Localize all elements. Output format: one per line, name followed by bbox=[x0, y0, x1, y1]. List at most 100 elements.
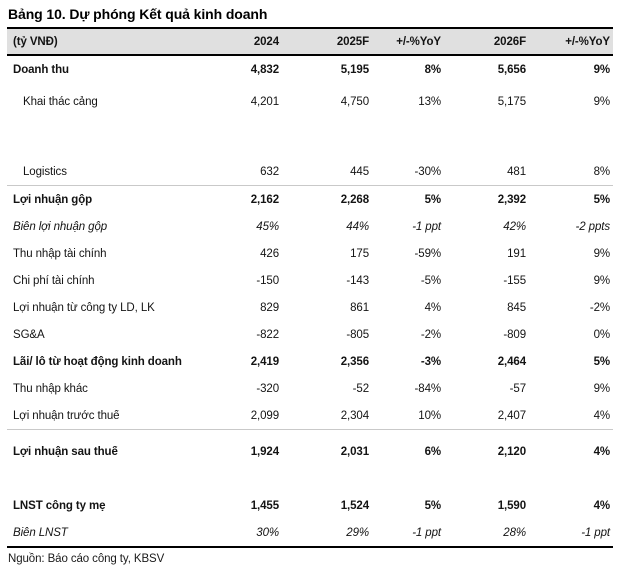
column-header-2024: 2024 bbox=[253, 35, 279, 48]
cell-2025f: 44% bbox=[346, 220, 369, 233]
column-header-yoy-2025: +/-%YoY bbox=[396, 35, 441, 48]
table-row: LNST công ty mẹ 1,455 1,524 5% 1,590 4% bbox=[7, 492, 613, 519]
cell-2026f: 2,120 bbox=[497, 445, 526, 458]
table-row: Chi phí tài chính -150 -143 -5% -155 9% bbox=[7, 267, 613, 294]
table-row: Lợi nhuận trước thuế 2,099 2,304 10% 2,4… bbox=[7, 402, 613, 430]
table-row: Biên lợi nhuận gộp 45% 44% -1 ppt 42% -2… bbox=[7, 213, 613, 240]
cell-yoy-2025: 5% bbox=[424, 193, 442, 206]
cell-2024: 1,455 bbox=[250, 499, 279, 512]
cell-2025f: 445 bbox=[350, 165, 369, 178]
cell-yoy-2026: 4% bbox=[593, 409, 611, 422]
cell-2024: 45% bbox=[256, 220, 279, 233]
cell-yoy-2026: 9% bbox=[593, 247, 611, 260]
column-header-unit: (tỷ VNĐ) bbox=[13, 35, 58, 48]
cell-2024: 2,419 bbox=[250, 355, 279, 368]
column-header-2026f: 2026F bbox=[493, 35, 526, 48]
cell-2025f: 175 bbox=[350, 247, 369, 260]
row-label: Chi phí tài chính bbox=[13, 274, 95, 287]
cell-yoy-2026: 9% bbox=[593, 63, 611, 76]
cell-yoy-2025: 5% bbox=[424, 499, 442, 512]
table-row: Thu nhập khác -320 -52 -84% -57 9% bbox=[7, 375, 613, 402]
row-label: Lợi nhuận sau thuế bbox=[13, 445, 118, 458]
cell-2025f: 2,356 bbox=[340, 355, 369, 368]
cell-2025f: 4,750 bbox=[340, 95, 369, 108]
table-title: Bảng 10. Dự phóng Kết quả kinh doanh bbox=[8, 6, 268, 22]
table-row: Lợi nhuận từ công ty LD, LK 829 861 4% 8… bbox=[7, 294, 613, 321]
row-label: Lợi nhuận từ công ty LD, LK bbox=[13, 301, 155, 314]
cell-yoy-2026: 9% bbox=[593, 382, 611, 395]
table-row: Lãi/ lỗ từ hoạt động kinh doanh 2,419 2,… bbox=[7, 348, 613, 375]
cell-2026f: 2,392 bbox=[497, 193, 526, 206]
cell-yoy-2026: 4% bbox=[593, 445, 611, 458]
cell-2025f: -805 bbox=[346, 328, 369, 341]
cell-yoy-2026: -2% bbox=[589, 301, 610, 314]
cell-2026f: -155 bbox=[503, 274, 526, 287]
cell-2024: -150 bbox=[256, 274, 279, 287]
cell-yoy-2026: 9% bbox=[593, 95, 611, 108]
table-row: Thu nhập tài chính 426 175 -59% 191 9% bbox=[7, 240, 613, 267]
cell-2026f: -57 bbox=[509, 382, 526, 395]
cell-2024: 632 bbox=[260, 165, 279, 178]
cell-yoy-2025: 4% bbox=[424, 301, 442, 314]
row-label: Doanh thu bbox=[13, 63, 69, 76]
cell-2024: 829 bbox=[260, 301, 279, 314]
cell-yoy-2026: -1 ppt bbox=[581, 526, 610, 539]
cell-2026f: 42% bbox=[503, 220, 526, 233]
cell-yoy-2025: -5% bbox=[420, 274, 441, 287]
table-rows: Doanh thu 4,832 5,195 8% 5,656 9% Khai t… bbox=[7, 56, 613, 546]
cell-2025f: 861 bbox=[350, 301, 369, 314]
cell-2025f: 29% bbox=[346, 526, 369, 539]
cell-yoy-2025: -2% bbox=[420, 328, 441, 341]
column-header-2025f: 2025F bbox=[336, 35, 369, 48]
cell-2026f: 28% bbox=[503, 526, 526, 539]
report-table-figure: Bảng 10. Dự phóng Kết quả kinh doanh (tỷ… bbox=[7, 6, 613, 565]
cell-yoy-2026: 8% bbox=[593, 165, 611, 178]
cell-2026f: 2,464 bbox=[497, 355, 526, 368]
row-label: Logistics bbox=[23, 165, 67, 178]
cell-2024: 2,162 bbox=[250, 193, 279, 206]
cell-2026f: 1,590 bbox=[497, 499, 526, 512]
forecast-table: (tỷ VNĐ) 2024 2025F +/-%YoY 2026F +/-%Yo… bbox=[7, 27, 613, 548]
cell-2024: -822 bbox=[256, 328, 279, 341]
cell-2025f: -143 bbox=[346, 274, 369, 287]
cell-yoy-2026: 0% bbox=[593, 328, 611, 341]
row-label: Thu nhập tài chính bbox=[13, 247, 107, 260]
table-row: Biên LNST 30% 29% -1 ppt 28% -1 ppt bbox=[7, 519, 613, 546]
row-label: SG&A bbox=[13, 328, 45, 341]
row-label: Lãi/ lỗ từ hoạt động kinh doanh bbox=[13, 355, 182, 368]
row-label: Khai thác cảng bbox=[23, 95, 98, 108]
cell-yoy-2025: 13% bbox=[418, 95, 441, 108]
cell-2024: 2,099 bbox=[250, 409, 279, 422]
cell-2025f: -52 bbox=[352, 382, 369, 395]
cell-2026f: 481 bbox=[507, 165, 526, 178]
source-note: Nguồn: Báo cáo công ty, KBSV bbox=[8, 553, 165, 565]
row-label: LNST công ty mẹ bbox=[13, 499, 106, 512]
cell-yoy-2025: 6% bbox=[424, 445, 442, 458]
cell-yoy-2026: 5% bbox=[593, 355, 611, 368]
cell-2024: 4,201 bbox=[250, 95, 279, 108]
cell-2026f: 5,656 bbox=[497, 63, 526, 76]
table-row: Doanh thu 4,832 5,195 8% 5,656 9% bbox=[7, 56, 613, 83]
cell-2026f: 2,407 bbox=[497, 409, 526, 422]
table-row: Lợi nhuận sau thuế 1,924 2,031 6% 2,120 … bbox=[7, 438, 613, 465]
cell-yoy-2025: 10% bbox=[418, 409, 441, 422]
table-row: Khai thác cảng 4,201 4,750 13% 5,175 9% bbox=[7, 88, 613, 115]
row-label: Biên lợi nhuận gộp bbox=[13, 220, 108, 233]
cell-yoy-2025: -3% bbox=[420, 355, 441, 368]
table-row: Logistics 632 445 -30% 481 8% bbox=[7, 158, 613, 186]
cell-2025f: 2,031 bbox=[340, 445, 369, 458]
cell-yoy-2026: 5% bbox=[593, 193, 611, 206]
cell-yoy-2025: -30% bbox=[414, 165, 442, 178]
cell-yoy-2025: 8% bbox=[424, 63, 442, 76]
cell-2025f: 5,195 bbox=[340, 63, 369, 76]
cell-yoy-2025: -59% bbox=[414, 247, 442, 260]
row-label: Biên LNST bbox=[13, 526, 68, 539]
cell-yoy-2026: 9% bbox=[593, 274, 611, 287]
column-header-yoy-2026: +/-%YoY bbox=[565, 35, 610, 48]
cell-2026f: 845 bbox=[507, 301, 526, 314]
cell-2026f: -809 bbox=[503, 328, 526, 341]
row-label: Lợi nhuận trước thuế bbox=[13, 409, 120, 422]
row-label: Thu nhập khác bbox=[13, 382, 88, 395]
cell-2025f: 1,524 bbox=[340, 499, 369, 512]
table-header-row: (tỷ VNĐ) 2024 2025F +/-%YoY 2026F +/-%Yo… bbox=[7, 27, 613, 56]
